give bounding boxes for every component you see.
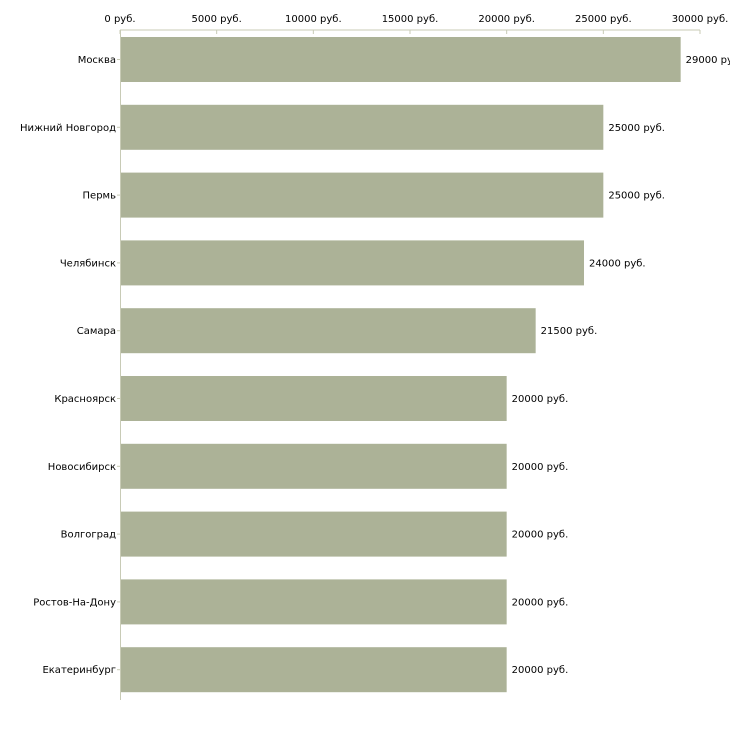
value-label: 20000 руб. xyxy=(512,665,569,676)
x-tick-label: 5000 руб. xyxy=(192,14,242,25)
category-label: Ростов-На-Дону xyxy=(33,597,116,608)
bar xyxy=(121,104,604,150)
bar xyxy=(121,511,507,557)
value-label: 25000 руб. xyxy=(608,123,665,134)
value-label: 24000 руб. xyxy=(589,258,646,269)
bar xyxy=(121,240,584,286)
category-label: Самара xyxy=(77,326,116,337)
x-tick-label: 25000 руб. xyxy=(575,14,632,25)
category-label: Новосибирск xyxy=(48,462,116,473)
value-label: 20000 руб. xyxy=(512,597,569,608)
category-label: Волгоград xyxy=(61,530,116,541)
value-label: 29000 руб. xyxy=(686,55,730,66)
bar xyxy=(121,172,604,218)
x-tick-label: 20000 руб. xyxy=(478,14,535,25)
category-label: Пермь xyxy=(83,191,117,202)
category-label: Екатеринбург xyxy=(42,665,116,676)
bar xyxy=(121,376,507,421)
value-label: 20000 руб. xyxy=(512,530,569,541)
bar xyxy=(121,647,507,693)
bar xyxy=(121,443,507,489)
category-label: Москва xyxy=(78,55,116,66)
x-tick-label: 30000 руб. xyxy=(672,14,729,25)
value-label: 21500 руб. xyxy=(541,326,598,337)
x-tick-label: 0 руб. xyxy=(104,14,135,25)
value-label: 20000 руб. xyxy=(512,462,569,473)
bar xyxy=(121,308,536,354)
value-label: 25000 руб. xyxy=(608,191,665,202)
x-tick-label: 15000 руб. xyxy=(382,14,439,25)
x-tick-label: 10000 руб. xyxy=(285,14,342,25)
bar xyxy=(121,579,507,625)
category-label: Нижний Новгород xyxy=(20,123,116,134)
category-label: Красноярск xyxy=(54,394,116,405)
category-label: Челябинск xyxy=(60,258,116,269)
bar xyxy=(121,37,681,82)
value-label: 20000 руб. xyxy=(512,394,569,405)
